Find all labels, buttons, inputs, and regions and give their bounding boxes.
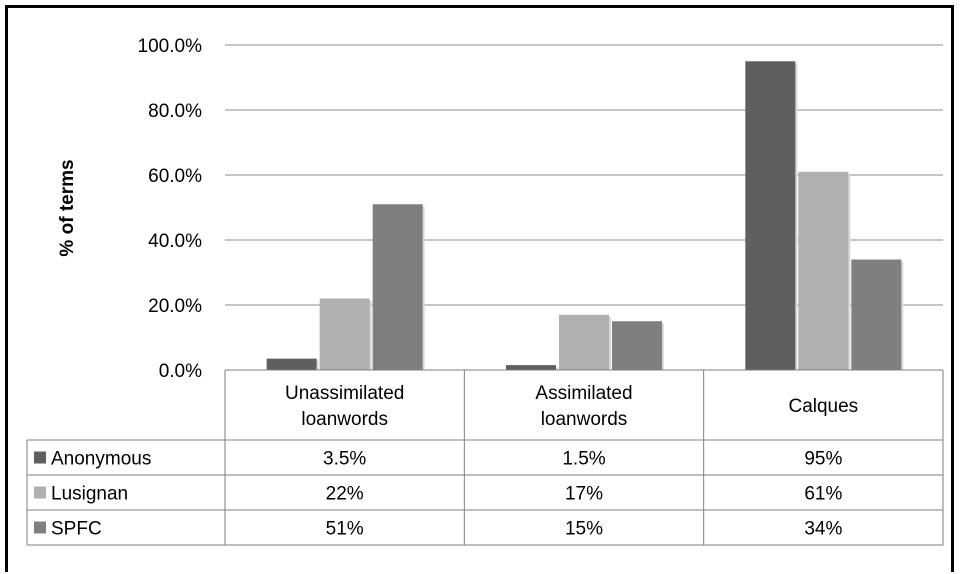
data-label: 61% — [804, 484, 842, 505]
y-tick-label: 60.0% — [148, 166, 202, 187]
legend-key-spfc — [34, 521, 46, 534]
series-name: Anonymous — [51, 449, 151, 470]
data-label: 3.5% — [323, 449, 366, 470]
legend-key-lusignan — [34, 486, 46, 499]
data-label: 34% — [804, 519, 842, 540]
bar-spfc — [851, 259, 902, 370]
data-label: 95% — [804, 449, 842, 470]
bar-anonymous — [506, 365, 556, 370]
category-label: Assimilated — [535, 383, 632, 404]
y-tick-label: 80.0% — [148, 101, 202, 122]
y-tick-labels: 0.0% 20.0% 40.0% 60.0% 80.0% 100.0% — [138, 36, 203, 382]
y-tick-label: 100.0% — [138, 36, 203, 57]
chart-frame — [5, 5, 954, 572]
category-label: loanwords — [541, 409, 628, 430]
bar-lusignan — [559, 314, 609, 370]
y-tick-label: 20.0% — [148, 296, 202, 317]
y-axis-label: % of terms — [57, 159, 78, 256]
category-label: loanwords — [301, 409, 388, 430]
data-label: 22% — [326, 484, 364, 505]
data-label: 1.5% — [562, 449, 605, 470]
legend-key-anonymous — [34, 451, 46, 464]
bar-lusignan — [798, 171, 849, 370]
data-label: 51% — [326, 519, 364, 540]
category-label: Unassimilated — [285, 383, 404, 404]
bar-spfc — [612, 321, 662, 370]
series-name: SPFC — [51, 519, 102, 540]
bar-spfc — [372, 204, 423, 370]
bar-anonymous — [745, 61, 796, 370]
y-tick-label: 40.0% — [148, 231, 202, 252]
data-label: 15% — [565, 519, 603, 540]
bar-anonymous — [266, 358, 317, 370]
y-tick-label: 0.0% — [159, 361, 202, 382]
data-table: Unassimilated loanwords Assimilated loanwor… — [26, 369, 944, 546]
data-label: 17% — [565, 484, 603, 505]
series-name: Lusignan — [51, 484, 128, 505]
bars — [266, 61, 904, 370]
bar-lusignan — [319, 298, 370, 370]
category-label: Calques — [788, 396, 858, 417]
